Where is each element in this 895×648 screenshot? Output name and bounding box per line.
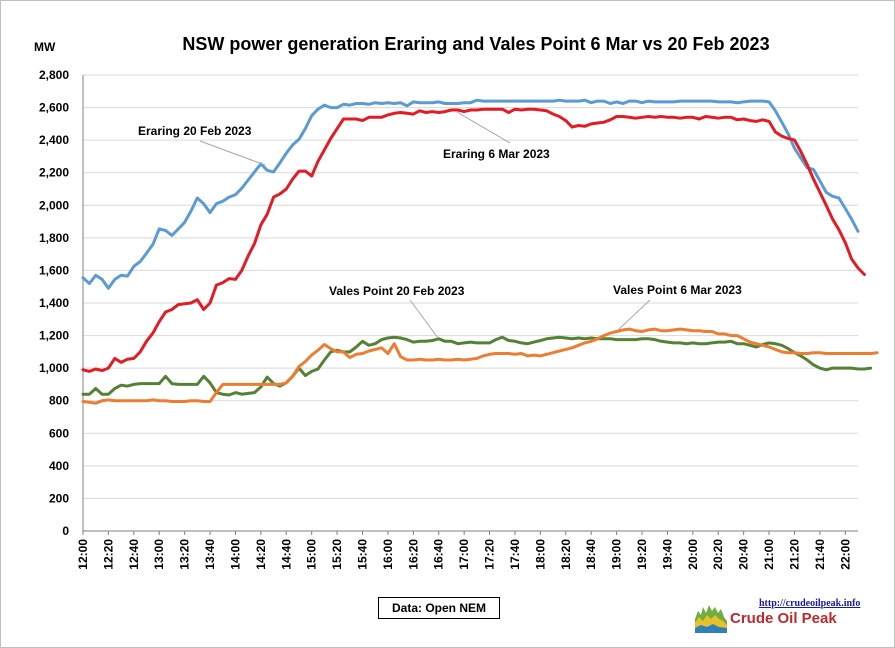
x-tick-label: 16:00 (381, 539, 395, 570)
x-tick-label: 17:20 (483, 539, 497, 570)
y-tick-label: 800 (49, 394, 69, 408)
y-tick-label: 2,200 (39, 166, 69, 180)
x-tick-label: 13:20 (178, 539, 192, 570)
x-tick-label: 15:00 (305, 539, 319, 570)
oil-graph-logo-icon (695, 605, 727, 633)
y-tick-label: 1,800 (39, 231, 69, 245)
crude-oil-peak-name: Crude Oil Peak (730, 610, 837, 627)
annotation-leader-line (199, 140, 266, 166)
chart-title: NSW power generation Eraring and Vales P… (182, 34, 769, 54)
annotation-leader-line (617, 299, 651, 331)
y-tick-label: 2,000 (39, 198, 69, 212)
x-tick-label: 19:40 (660, 539, 674, 570)
data-source-note: Data: Open NEM (378, 597, 500, 619)
x-tick-label: 14:20 (254, 539, 268, 570)
y-tick-label: 1,400 (39, 296, 69, 310)
x-tick-label: 20:20 (711, 539, 725, 570)
annotation-leader-line (409, 299, 439, 339)
x-tick-label: 16:40 (432, 539, 446, 570)
x-tick-label: 13:00 (152, 539, 166, 570)
x-tick-label: 17:40 (508, 539, 522, 570)
x-tick-label: 12:00 (76, 539, 90, 570)
y-tick-label: 1,000 (39, 361, 69, 375)
y-tick-label: 2,400 (39, 133, 69, 147)
x-tick-label: 17:00 (457, 539, 471, 570)
annotation-leader-line (456, 111, 511, 144)
crude-oil-peak-link[interactable]: http://crudeoilpeak.info (759, 598, 861, 609)
x-tick-label: 15:20 (330, 539, 344, 570)
y-axis-ticks: 0 200 400 600 800 1,000 1,200 1,400 1,600 1,800 2,… (39, 68, 69, 538)
y-tick-label: 0 (62, 524, 69, 538)
series-lines (81, 98, 879, 405)
x-tick-label: 13:40 (203, 539, 217, 570)
annotation-label: Vales Point 20 Feb 2023 (329, 284, 465, 298)
x-tick-label: 12:20 (101, 539, 115, 570)
x-tick-label: 19:20 (635, 539, 649, 570)
y-tick-label: 400 (49, 459, 69, 473)
y-tick-label: 2,600 (39, 101, 69, 115)
y-tick-label: 1,600 (39, 263, 69, 277)
x-tick-label: 18:00 (533, 539, 547, 570)
annotation-label: Eraring 20 Feb 2023 (138, 124, 252, 138)
series-annotations: Eraring 20 Feb 2023 Eraring 6 Mar 2023 Val… (138, 111, 742, 339)
series-line-3 (81, 335, 873, 397)
crude-oil-peak-logo[interactable]: http://crudeoilpeak.info Crude Oil Peak (693, 598, 883, 638)
x-tick-label: 22:00 (838, 539, 852, 570)
y-tick-label: 600 (49, 426, 69, 440)
x-tick-label: 20:00 (686, 539, 700, 570)
x-tick-label: 14:40 (279, 539, 293, 570)
y-tick-label: 1,200 (39, 329, 69, 343)
series-line-2 (81, 107, 866, 373)
x-tick-label: 19:00 (610, 539, 624, 570)
x-tick-label: 15:40 (356, 539, 370, 570)
x-tick-label: 20:40 (737, 539, 751, 570)
x-tick-label: 16:20 (406, 539, 420, 570)
series-line-4 (81, 327, 879, 405)
x-tick-label: 14:00 (228, 539, 242, 570)
annotation-label: Eraring 6 Mar 2023 (443, 147, 550, 161)
y-tick-label: 2,800 (39, 68, 69, 82)
x-axis-ticks: 12:00 12:20 12:40 13:00 13:20 13:40 14:00 14:20… (76, 531, 852, 570)
annotation-label: Vales Point 6 Mar 2023 (613, 283, 742, 297)
x-tick-label: 21:00 (762, 539, 776, 570)
x-tick-label: 21:40 (813, 539, 827, 570)
x-tick-label: 18:40 (584, 539, 598, 570)
series-line-1 (81, 98, 860, 290)
y-tick-label: 200 (49, 491, 69, 505)
x-tick-label: 18:20 (559, 539, 573, 570)
x-tick-label: 21:20 (787, 539, 801, 570)
y-axis-unit-label: MW (34, 40, 56, 54)
x-tick-label: 12:40 (127, 539, 141, 570)
